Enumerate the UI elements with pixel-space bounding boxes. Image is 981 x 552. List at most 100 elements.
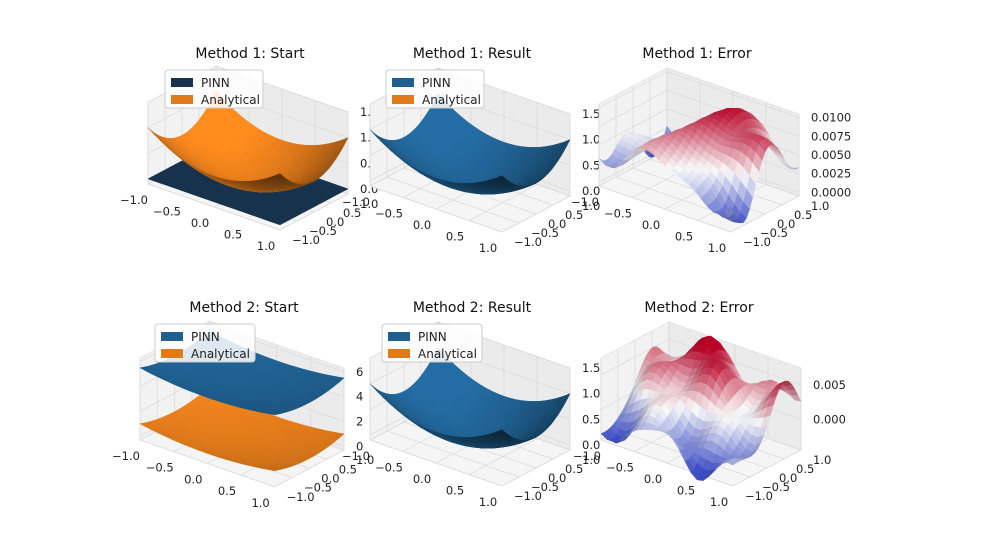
x-tick-label: 1.0 <box>708 241 726 255</box>
z-tick-label: 0.0075 <box>811 129 851 143</box>
y-tick-label: −1.0 <box>292 233 320 247</box>
x-tick-label: 0.5 <box>446 230 464 244</box>
y-tick-label: 0.0 <box>326 215 344 229</box>
x-tick-label: 0.0 <box>642 218 660 232</box>
x-tick-label: 0.0 <box>184 472 202 486</box>
x-tick-label: 1.0 <box>710 495 728 509</box>
x-tick-label: 0.5 <box>677 484 695 498</box>
x-tick-label: −0.5 <box>375 207 403 221</box>
legend-label: Analytical <box>191 347 250 361</box>
legend-swatch-pinn <box>392 78 414 87</box>
surfaces <box>598 107 800 224</box>
y-tick-label: 1.0 <box>360 197 378 211</box>
y-tick-label: 1.0 <box>811 199 829 213</box>
z-tick-label: 0.5 <box>582 158 600 172</box>
y-tick-label: 0.0 <box>777 217 795 231</box>
z-tick-label: 0.0100 <box>811 111 851 125</box>
x-tick-label: −1.0 <box>112 449 140 463</box>
x-tick-label: −1.0 <box>573 449 601 463</box>
y-tick-label: 0.5 <box>565 208 583 222</box>
surface-patch-error <box>724 205 735 218</box>
gridline <box>139 357 275 488</box>
x-tick-label: −0.5 <box>146 461 174 475</box>
x-tick-label: 1.0 <box>257 239 275 253</box>
y-tick-label: 0.0 <box>321 472 339 486</box>
subplot-3: −1.0−0.50.00.51.0 −1.0−0.50.00.51.00.0000… <box>571 46 851 255</box>
legend: PINN Analytical <box>381 323 483 363</box>
subplot-title: Method 1: Result <box>413 46 532 62</box>
x-tick-label: −0.5 <box>375 461 403 475</box>
y-tick-label: 0.0 <box>548 217 566 231</box>
z-tick-label: 1.0 <box>582 133 600 147</box>
subplot-title: Method 2: Result <box>413 300 532 316</box>
x-tick-label: −1.0 <box>342 449 370 463</box>
gridline <box>369 104 503 233</box>
z-tick-label: 0.000 <box>813 412 846 426</box>
legend-swatch-analytical <box>171 95 193 104</box>
z-tick-label: 0.0 <box>582 184 600 198</box>
gridline <box>598 104 732 233</box>
legend-swatch-pinn <box>171 78 193 87</box>
y-tick-label: 0.5 <box>339 462 357 476</box>
legend-label: PINN <box>191 330 220 344</box>
gridline <box>147 102 281 231</box>
subplot-4: −1.0−0.50.00.51.0 −1.0−0.50.00.51.00246Me… <box>112 300 374 510</box>
subplot-2: −1.0−0.50.00.51.0 −1.0−0.50.00.51.00.00.5… <box>342 46 600 255</box>
x-tick-label: 0.0 <box>413 472 431 486</box>
y-tick-label: −0.5 <box>760 226 788 240</box>
z-tick-label: 0.005 <box>813 378 846 392</box>
x-tick-label: 0.5 <box>675 230 693 244</box>
surface-patch-pinn <box>495 175 506 182</box>
surface-patch-analytical <box>273 173 284 180</box>
z-tick-label: 0.0025 <box>811 167 851 181</box>
z-tick-label: 1.5 <box>582 361 600 375</box>
legend-swatch-analytical <box>392 95 414 104</box>
x-tick-label: 0.5 <box>224 228 242 242</box>
z-tick-label: 0.0050 <box>811 148 851 162</box>
legend-label: PINN <box>201 76 230 90</box>
legend-label: PINN <box>422 76 451 90</box>
y-tick-label: 1.0 <box>813 453 831 467</box>
z-tick-label: 4 <box>356 390 363 404</box>
x-tick-label: 0.5 <box>218 484 236 498</box>
legend-swatch-pinn <box>161 332 183 341</box>
x-tick-label: 0.0 <box>413 218 431 232</box>
legend-label: PINN <box>418 330 447 344</box>
y-tick-label: 0.5 <box>565 462 583 476</box>
subplot-6: −1.0−0.50.00.51.0 −1.0−0.50.00.51.00.0000… <box>573 300 846 509</box>
z-tick-label: 1.0 <box>582 387 600 401</box>
x-tick-label: 1.0 <box>251 496 269 510</box>
gridline <box>615 95 749 224</box>
z-tick-label: 1.5 <box>582 107 600 121</box>
subplot-title: Method 2: Start <box>189 300 299 316</box>
y-tick-label: −1.0 <box>514 235 542 249</box>
legend-swatch-analytical <box>161 349 183 358</box>
x-tick-label: −0.5 <box>153 205 181 219</box>
legend: PINN Analytical <box>385 69 485 109</box>
z-tick-label: 2 <box>356 415 363 429</box>
legend-label: Analytical <box>422 93 481 107</box>
z-tick-label: 0.5 <box>582 412 600 426</box>
x-tick-label: −0.5 <box>606 461 634 475</box>
x-tick-label: 0.0 <box>644 472 662 486</box>
subplot-1: −1.0−0.50.00.51.0 −1.0−0.50.00.51.00.00.5… <box>120 46 378 253</box>
legend-label: Analytical <box>201 93 260 107</box>
x-tick-label: 0.5 <box>446 484 464 498</box>
x-tick-label: −1.0 <box>571 195 599 209</box>
legend: PINN Analytical <box>164 69 264 109</box>
subplot-title: Method 2: Error <box>644 300 753 316</box>
legend-label: Analytical <box>418 347 477 361</box>
y-tick-label: 0.5 <box>343 206 361 220</box>
x-tick-label: −1.0 <box>342 195 370 209</box>
x-tick-label: 1.0 <box>479 241 497 255</box>
subplot-title: Method 1: Error <box>642 46 751 62</box>
legend-swatch-pinn <box>388 332 410 341</box>
y-tick-label: 0.0 <box>548 471 566 485</box>
gridline <box>403 86 537 215</box>
gridline <box>386 95 520 224</box>
legend-swatch-analytical <box>388 349 410 358</box>
x-tick-label: 1.0 <box>479 495 497 509</box>
surface-patch-pinn <box>273 220 284 226</box>
surfaces <box>369 93 571 195</box>
